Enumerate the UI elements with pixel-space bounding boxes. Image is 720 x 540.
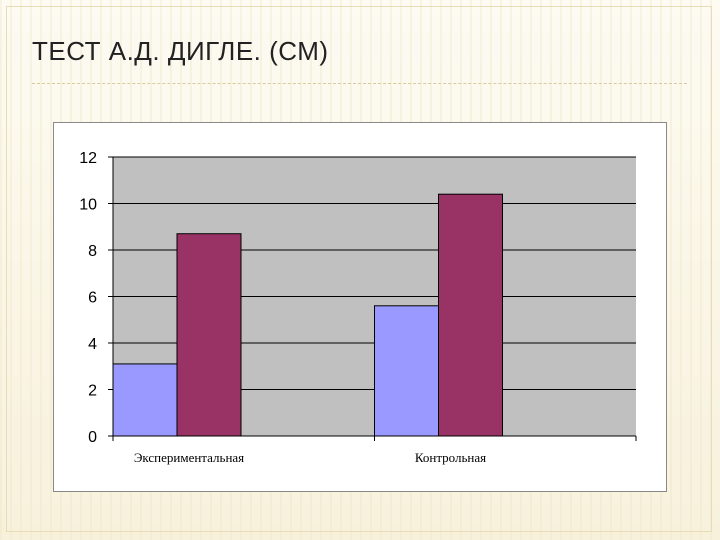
x-category-label: Контрольная [415,450,486,465]
x-tick-labels: Экспериментальная Контрольная [134,450,486,465]
bars [112,193,503,437]
y-tick-label: 0 [88,429,97,446]
bar-2-series-1 [374,305,439,437]
slide-border [6,6,712,532]
y-tick-label: 2 [88,383,97,400]
y-tick-label: 10 [79,197,97,214]
title-divider [32,83,687,84]
y-tick-label: 8 [88,243,97,260]
slide-title: ТЕСТ А.Д. ДИГЛЕ. (СМ) [32,36,329,66]
x-category-label: Экспериментальная [134,450,244,465]
bar-1-series-2 [176,233,242,437]
bar-2-series-2 [438,193,503,437]
bar-1-series-1 [112,363,178,437]
y-tick-labels: 0 2 4 6 8 10 12 [79,150,97,446]
y-tick-label: 6 [88,290,97,307]
y-tick-label: 4 [88,336,97,353]
axes [112,157,637,441]
y-tick-label: 12 [79,150,97,167]
